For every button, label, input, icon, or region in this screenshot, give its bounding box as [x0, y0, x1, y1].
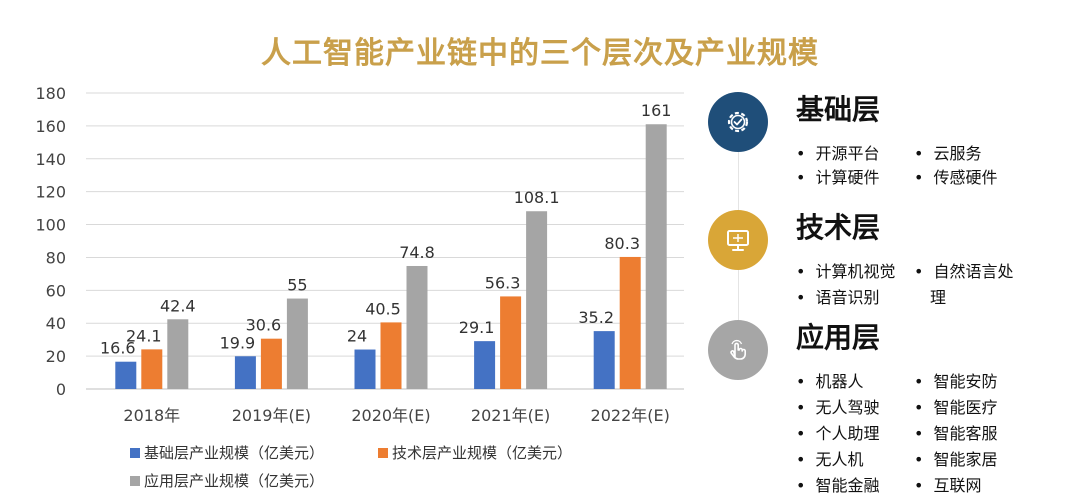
y-tick-label: 100	[35, 216, 66, 235]
y-tick-label: 140	[35, 150, 66, 169]
tech-layer-item: 自然语言处	[914, 258, 1013, 282]
basic-layer-item: 传感硬件	[914, 164, 997, 188]
bar	[354, 349, 376, 389]
basic-layer-item: 开源平台	[796, 140, 879, 164]
legend-swatch-tech	[378, 447, 388, 458]
tech-layer-item: 语音识别	[796, 284, 879, 308]
page-title: 人工智能产业链中的三个层次及产业规模	[261, 36, 819, 71]
y-tick-label: 40	[46, 314, 66, 333]
app-layer-item: 机器人	[796, 368, 863, 392]
data-label: 16.6	[100, 339, 136, 358]
bar	[141, 349, 163, 389]
basic-layer-title: 基础层	[796, 93, 881, 126]
app-layer-item: 智能金融	[796, 472, 879, 496]
legend-item-tech: 技术层产业规模（亿美元）	[378, 442, 572, 463]
gear-check-icon	[727, 111, 749, 133]
app-layer-item: 个人助理	[796, 420, 879, 444]
bar	[380, 322, 402, 389]
x-tick-label: 2019年(E)	[232, 406, 311, 425]
y-tick-label: 180	[35, 84, 66, 103]
y-tick-label: 0	[56, 380, 66, 399]
data-label: 19.9	[220, 333, 256, 352]
bar	[286, 298, 308, 389]
data-label: 24	[347, 327, 367, 346]
legend-item-app: 应用层产业规模（亿美元）	[130, 470, 324, 491]
y-tick-label: 60	[46, 281, 66, 300]
bar	[526, 211, 548, 389]
tech-layer-circle	[708, 210, 768, 270]
basic-layer-item: 云服务	[914, 140, 981, 164]
bar	[474, 341, 496, 389]
bar	[645, 124, 667, 389]
bar	[406, 265, 428, 389]
legend-label-tech: 技术层产业规模（亿美元）	[392, 444, 573, 462]
app-layer-item: 智能客服	[914, 420, 997, 444]
data-label: 35.2	[578, 308, 614, 327]
app-layer-item: 无人驾驶	[796, 394, 879, 418]
app-layer-item: 智能家居	[914, 446, 997, 470]
bar	[234, 356, 256, 389]
app-layer-item: 智能安防	[914, 368, 997, 392]
x-tick-label: 2021年(E)	[471, 406, 550, 425]
bar	[167, 319, 189, 389]
legend-swatch-basic	[130, 447, 140, 458]
tech-layer-item: 计算机视觉	[796, 258, 895, 282]
legend-label-basic: 基础层产业规模（亿美元）	[144, 444, 325, 462]
y-tick-label: 160	[35, 117, 66, 136]
bar	[593, 331, 615, 389]
data-label: 108.1	[514, 188, 560, 207]
tech-layer-item-continued: 理	[930, 288, 947, 307]
x-tick-label: 2020年(E)	[351, 406, 430, 425]
bar-chart: 0 20 40 60 80 100 120 140 160 180 16.624.1 42.4 2018…	[35, 84, 684, 425]
timeline-connector	[738, 150, 739, 350]
data-label: 42.4	[160, 296, 196, 315]
hand-tap-icon	[730, 339, 746, 360]
app-layer-title: 应用层	[796, 321, 881, 354]
bar	[619, 256, 641, 389]
app-layer-item: 智能医疗	[914, 394, 997, 418]
data-label: 161	[641, 101, 672, 120]
app-layer-item: 无人机	[796, 446, 863, 470]
tech-layer-title: 技术层	[796, 211, 881, 244]
bar	[260, 338, 282, 389]
data-label: 24.1	[126, 326, 162, 345]
y-tick-label: 20	[46, 347, 66, 366]
y-tick-label: 120	[35, 183, 66, 202]
bar	[500, 296, 522, 389]
data-label: 55	[287, 276, 307, 295]
data-label: 40.5	[365, 299, 401, 318]
legend-item-basic: 基础层产业规模（亿美元）	[130, 442, 324, 463]
app-layer-circle	[708, 320, 768, 380]
x-tick-label: 2022年(E)	[591, 406, 670, 425]
legend-label-app: 应用层产业规模（亿美元）	[144, 472, 325, 490]
data-label: 29.1	[459, 318, 495, 337]
legend-swatch-app	[130, 475, 140, 486]
x-tick-label: 2018年	[123, 406, 180, 425]
data-label: 80.3	[604, 234, 640, 253]
data-label: 30.6	[246, 316, 282, 335]
data-label: 56.3	[485, 273, 521, 292]
app-layer-item: 互联网	[914, 472, 981, 496]
basic-layer-item: 计算硬件	[796, 164, 879, 188]
bar	[115, 361, 137, 389]
monitor-icon	[727, 230, 749, 251]
basic-layer-circle	[708, 92, 768, 152]
y-tick-label: 80	[46, 248, 66, 267]
data-label: 74.8	[399, 243, 435, 262]
